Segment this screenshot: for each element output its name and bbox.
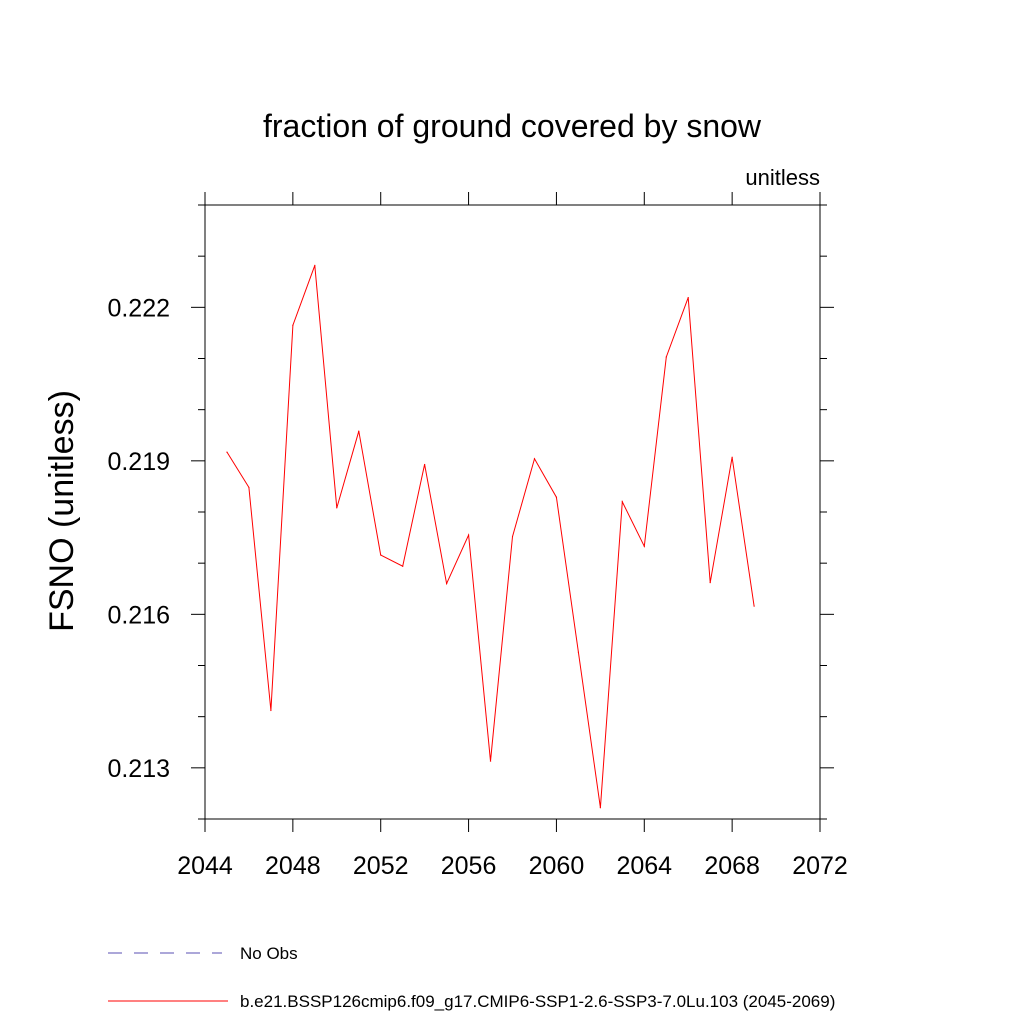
legend-label-no-obs: No Obs [240,944,298,963]
x-tick-label: 2072 [792,852,848,880]
x-tick-label: 2060 [529,852,585,880]
data-point [533,458,536,460]
data-point [599,807,601,809]
data-point [621,501,623,503]
data-point [577,651,579,653]
data-point [753,605,755,607]
x-tick-label: 2056 [441,852,497,880]
y-tick-label: 0.219 [107,448,170,476]
data-point [731,456,733,458]
data-point [314,264,316,266]
data-point [424,463,426,466]
series-group [226,264,755,809]
data-point [402,565,404,567]
data-point [643,545,645,547]
data-point [489,760,492,762]
data-point [358,430,360,432]
x-tick-label: 2068 [704,852,760,880]
data-point [709,582,711,584]
data-point [248,486,250,489]
legend-label-model: b.e21.BSSP126cmip6.f09_g17.CMIP6-SSP1-2.… [240,992,835,1011]
chart-title: fraction of ground covered by snow [263,108,762,144]
data-point [687,297,689,299]
y-tick-label: 0.216 [107,601,170,629]
axis-ticks [191,192,834,832]
x-tick-label: 2052 [353,852,409,880]
y-axis-label: FSNO (unitless) [43,390,81,632]
data-point [446,583,448,585]
y-tick-label: 0.213 [107,755,170,783]
x-tick-label: 2044 [177,852,233,880]
data-point [226,451,228,453]
x-tick-label: 2064 [616,852,672,880]
units-label: unitless [745,165,820,190]
data-point [467,534,470,536]
y-tick-label: 0.222 [107,294,170,322]
x-tick-labels: 2044 2048 2052 2056 2060 2064 2068 2072 [177,852,848,880]
data-point [270,709,272,712]
data-point [665,356,667,358]
data-point [292,324,294,326]
data-point [380,554,382,556]
data-point [511,535,514,538]
data-point [555,496,558,498]
legend: No Obs b.e21.BSSP126cmip6.f09_g17.CMIP6-… [108,944,835,1011]
plot-frame [204,204,821,820]
data-point [336,507,338,509]
series-line [226,265,755,808]
y-tick-labels: 0.213 0.216 0.219 0.222 [107,294,170,782]
x-tick-label: 2048 [265,852,321,880]
